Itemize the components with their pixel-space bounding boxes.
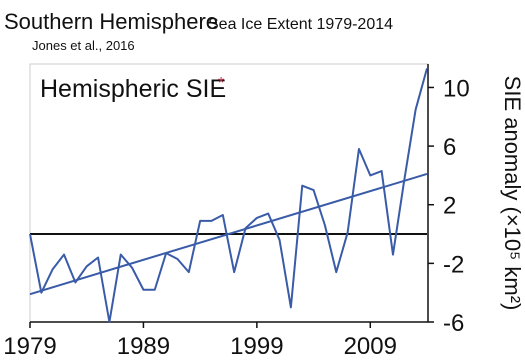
x-tick-label: 2009 [344,333,397,360]
x-tick-label: 1979 [3,333,56,360]
panel-label-mark: * [218,75,224,92]
chart-title: Southern Hemisphere [4,9,218,34]
y-axis-label: SIE anomaly (×10⁵ km²) [500,76,525,311]
trend-line [29,172,428,296]
data-line [29,68,428,323]
x-tick-label: 1999 [230,333,283,360]
panel-label: Hemispheric SIE [40,75,226,103]
y-tick-label: 10 [443,75,470,102]
source: Jones et al., 2016 [32,38,135,53]
x-tick-label: 1989 [117,333,170,360]
y-tick-label: 6 [443,134,456,161]
y-tick-label: -6 [443,310,464,337]
y-tick-label: 2 [443,193,456,220]
y-tick-label: -2 [443,251,464,278]
chart-subtitle: Sea Ice Extent 1979-2014 [208,16,393,33]
